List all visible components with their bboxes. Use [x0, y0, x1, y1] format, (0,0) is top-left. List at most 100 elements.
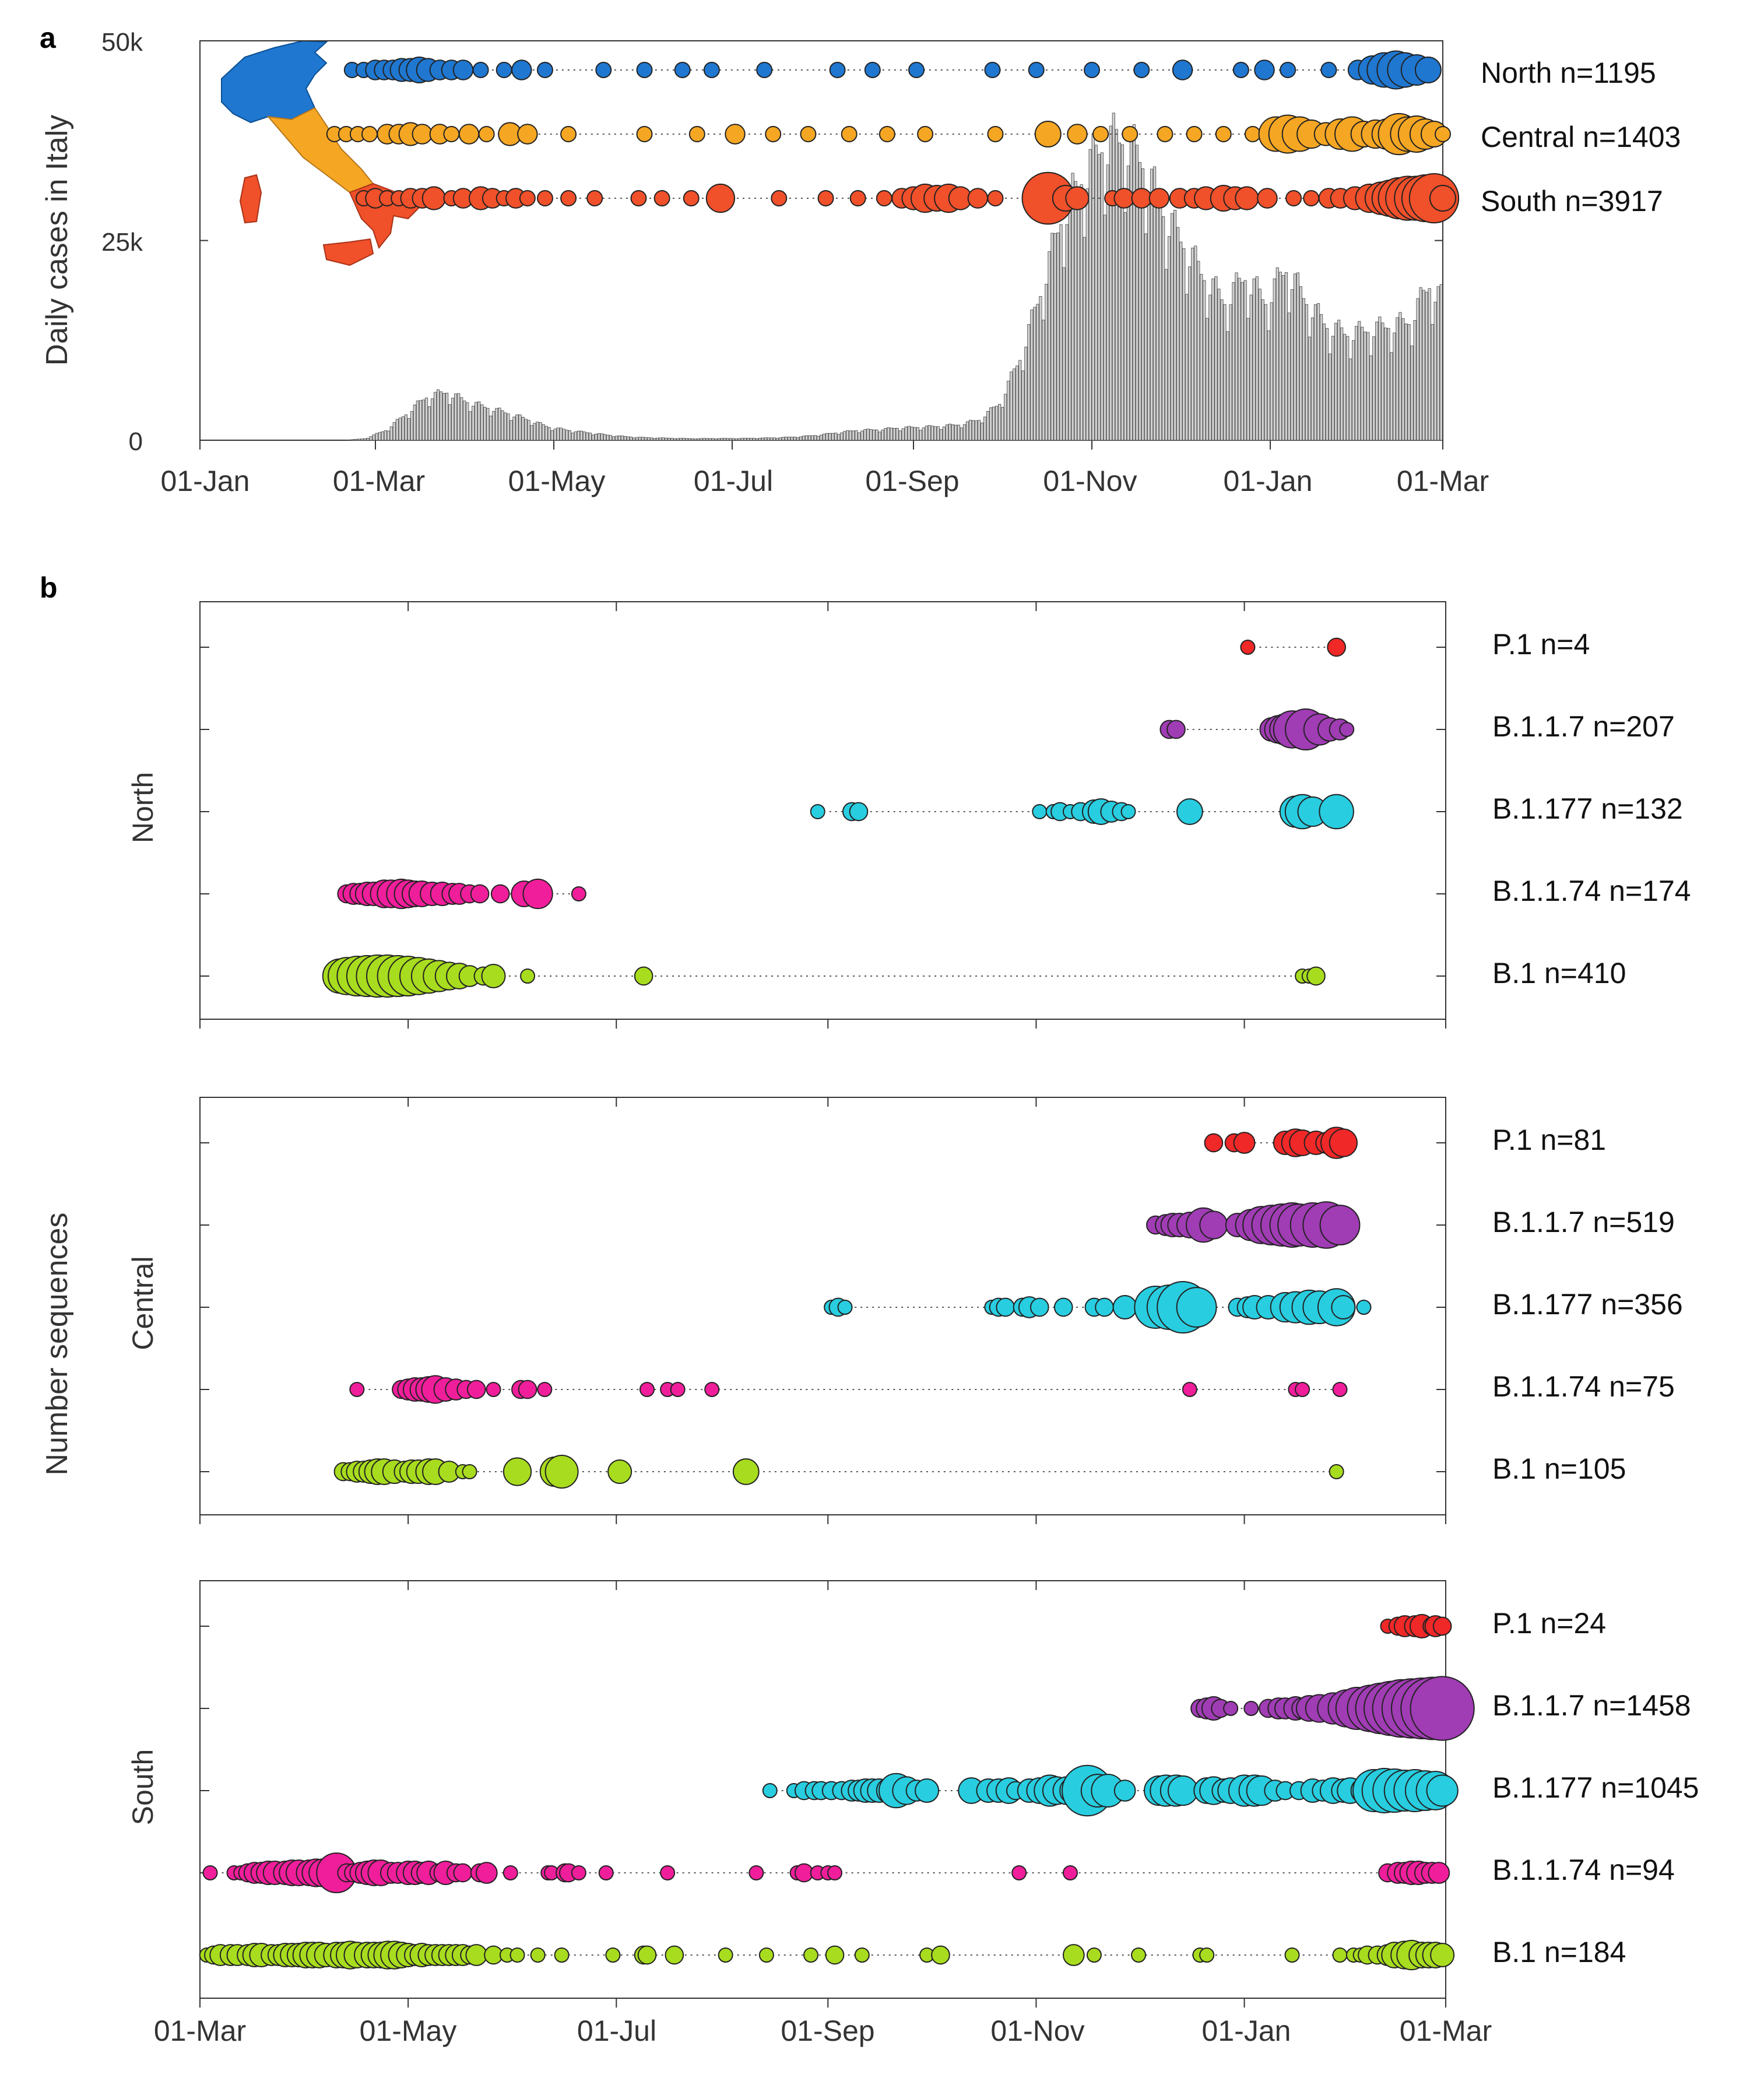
lineage-bubble	[758, 1947, 774, 1963]
case-bar	[1331, 336, 1335, 441]
case-bar	[1188, 266, 1192, 441]
case-bar	[533, 423, 536, 441]
case-bar	[1241, 282, 1244, 441]
lineage-bubble	[915, 1778, 940, 1803]
case-bar	[1074, 181, 1077, 441]
sequence-bubble	[458, 124, 480, 145]
case-bar	[849, 430, 852, 441]
case-bar	[1352, 340, 1355, 441]
case-bar	[755, 438, 758, 441]
case-bar	[524, 419, 528, 441]
sequence-bubble	[1133, 62, 1150, 78]
case-bar	[986, 410, 990, 441]
case-bar	[1278, 272, 1282, 441]
case-bar	[454, 393, 458, 441]
sequence-bubble	[1235, 186, 1259, 210]
case-bar	[1396, 317, 1399, 441]
sequence-bubble	[817, 190, 834, 206]
case-bar	[372, 434, 375, 441]
case-bar	[831, 433, 835, 441]
chart-marks	[199, 40, 1475, 2008]
case-bar	[518, 414, 522, 441]
lineage-bubble	[605, 1947, 621, 1963]
case-bar	[392, 422, 396, 441]
lineage-bubble	[1199, 1210, 1228, 1240]
case-bar	[1393, 332, 1396, 441]
lineage-bubble	[1032, 804, 1048, 819]
x-tick-label: 01-Mar	[333, 465, 425, 497]
sequence-bubble	[674, 62, 691, 78]
sequence-bubble	[683, 190, 700, 206]
case-bar	[504, 412, 507, 441]
case-bar	[1036, 304, 1039, 441]
case-bar	[685, 438, 688, 441]
case-bar	[553, 429, 557, 441]
case-bar	[708, 438, 712, 441]
case-bar	[948, 423, 952, 441]
case-bar	[1091, 133, 1095, 441]
lineage-bubble	[1284, 1947, 1300, 1963]
case-bar	[1381, 322, 1385, 441]
lineage-bubble	[486, 1382, 501, 1397]
case-bar	[1120, 144, 1125, 441]
sequence-bubble	[725, 124, 746, 145]
sequence-bubble	[765, 126, 782, 142]
sequence-bubble	[864, 62, 881, 78]
case-bar	[1243, 280, 1247, 441]
case-bar	[430, 398, 434, 441]
case-bar	[620, 436, 624, 441]
case-bar	[1033, 307, 1036, 441]
case-bar	[907, 426, 911, 441]
lineage-bubble	[637, 1945, 657, 1965]
case-bar	[1123, 212, 1127, 441]
case-bar	[1162, 216, 1165, 441]
case-bar	[1355, 326, 1358, 441]
case-bar	[691, 438, 694, 441]
x-tick-label: 01-May	[360, 2015, 457, 2047]
case-bar	[866, 429, 870, 441]
case-bar	[1150, 169, 1154, 441]
case-bar	[1135, 145, 1139, 441]
case-bar	[1159, 207, 1162, 441]
region-name-north: North	[126, 772, 159, 843]
case-bar	[1106, 164, 1109, 441]
case-bar	[735, 438, 738, 441]
case-bar	[811, 435, 814, 441]
case-bar	[1229, 304, 1232, 441]
case-bar	[1048, 251, 1051, 441]
case-bar	[717, 438, 721, 441]
case-bar	[544, 426, 548, 441]
lineage-bubble	[1223, 1701, 1239, 1716]
case-bar	[632, 437, 636, 441]
case-bar	[916, 427, 919, 441]
case-bar	[571, 433, 574, 441]
lineage-label: P.1 n=24	[1492, 1607, 1606, 1640]
case-bar	[614, 436, 619, 441]
case-bar	[1126, 166, 1130, 441]
sequence-bubble	[771, 190, 788, 206]
lineage-labels-central: P.1 n=81 B.1.1.7 n=519 B.1.177 n=356 B.1…	[1492, 1124, 1683, 1485]
case-bar	[1308, 336, 1312, 441]
case-bar	[922, 427, 925, 441]
lineage-bubble	[1131, 1947, 1147, 1963]
case-bar	[1328, 353, 1332, 441]
case-bar	[565, 430, 568, 441]
case-bar	[1404, 323, 1408, 441]
case-bar	[1267, 330, 1270, 441]
sequence-bubble	[1320, 62, 1337, 78]
case-bar	[1310, 317, 1315, 441]
case-bar	[389, 426, 393, 441]
case-bar	[1144, 233, 1148, 441]
case-bar	[416, 401, 420, 441]
case-bar	[1238, 278, 1241, 441]
case-bar	[714, 438, 718, 441]
case-bar	[784, 437, 788, 441]
case-bar	[591, 434, 595, 441]
lineage-bubble	[1166, 720, 1186, 739]
case-bar	[855, 430, 858, 441]
lineage-label: B.1.177 n=356	[1492, 1288, 1683, 1321]
case-bar	[1068, 188, 1071, 441]
lineage-bubble	[1062, 1944, 1085, 1966]
case-bar	[492, 411, 496, 441]
case-bar	[582, 431, 586, 441]
